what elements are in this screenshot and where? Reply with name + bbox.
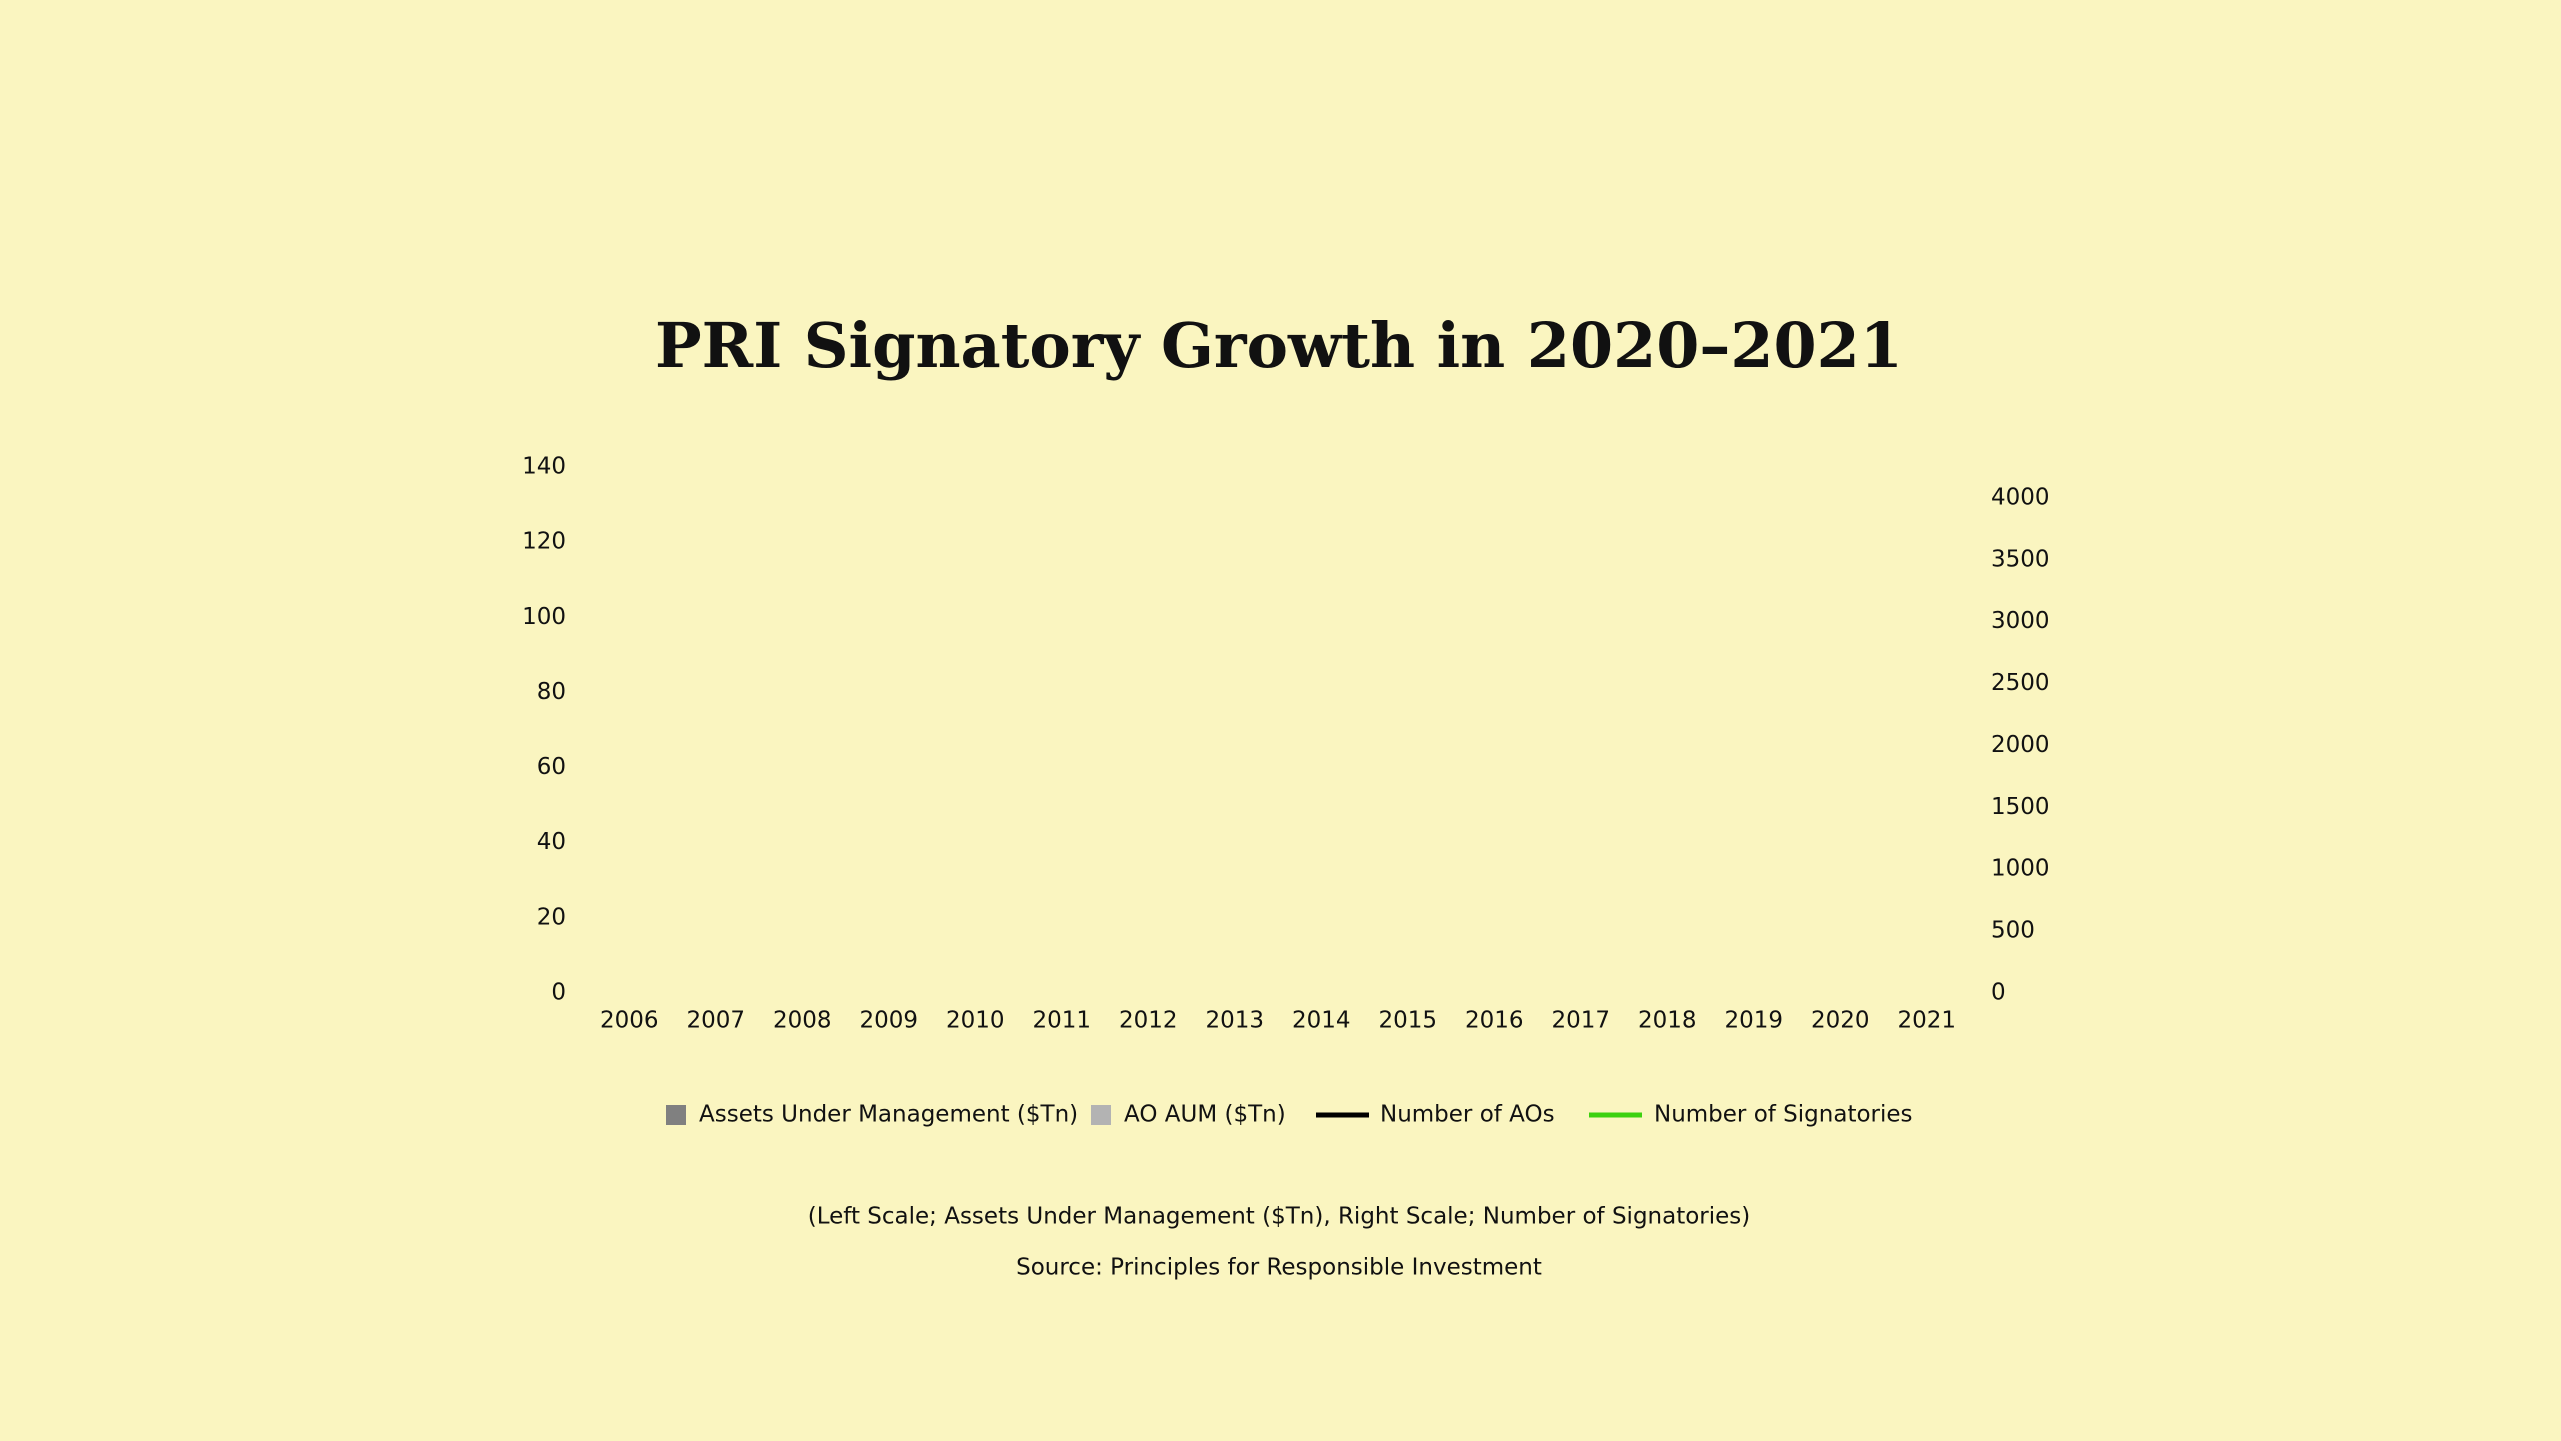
- x-tick-label: 2011: [1032, 1008, 1091, 1034]
- chart-title: PRI Signatory Growth in 2020–2021: [655, 309, 1903, 382]
- legend-label: Assets Under Management ($Tn): [699, 1102, 1078, 1128]
- y2-tick-label: 1000: [1991, 856, 2050, 882]
- y2-tick-label: 2000: [1991, 732, 2050, 758]
- x-tick-label: 2021: [1897, 1008, 1956, 1034]
- y2-tick-label: 4000: [1991, 484, 2050, 510]
- x-tick-label: 2008: [773, 1008, 832, 1034]
- x-tick-label: 2012: [1119, 1008, 1178, 1034]
- y-tick-label: 120: [522, 529, 566, 555]
- x-tick-label: 2006: [600, 1008, 659, 1034]
- legend-swatch: [666, 1105, 686, 1125]
- y-tick-label: 100: [522, 604, 566, 630]
- x-tick-label: 2019: [1724, 1008, 1783, 1034]
- y-tick-label: 60: [537, 754, 566, 780]
- y2-tick-label: 3000: [1991, 608, 2050, 634]
- legend-swatch: [1091, 1105, 1111, 1125]
- source-note: Source: Principles for Responsible Inves…: [1016, 1255, 1542, 1281]
- y2-tick-label: 500: [1991, 918, 2035, 944]
- legend-label: AO AUM ($Tn): [1124, 1102, 1286, 1128]
- x-tick-label: 2013: [1205, 1008, 1264, 1034]
- x-tick-label: 2018: [1638, 1008, 1697, 1034]
- x-tick-label: 2009: [859, 1008, 918, 1034]
- y-tick-label: 20: [537, 904, 566, 930]
- x-tick-label: 2015: [1378, 1008, 1437, 1034]
- y2-tick-label: 1500: [1991, 794, 2050, 820]
- y-tick-label: 40: [537, 829, 566, 855]
- y-tick-label: 0: [551, 980, 566, 1006]
- y2-tick-label: 3500: [1991, 546, 2050, 572]
- y2-tick-label: 0: [1991, 980, 2006, 1006]
- x-tick-label: 2010: [946, 1008, 1005, 1034]
- x-tick-label: 2014: [1292, 1008, 1351, 1034]
- legend-label: Number of AOs: [1380, 1102, 1555, 1128]
- x-tick-label: 2017: [1551, 1008, 1610, 1034]
- y-tick-label: 80: [537, 679, 566, 705]
- scale-note: (Left Scale; Assets Under Management ($T…: [808, 1204, 1751, 1230]
- x-tick-label: 2016: [1465, 1008, 1524, 1034]
- y2-tick-label: 2500: [1991, 670, 2050, 696]
- legend-label: Number of Signatories: [1654, 1102, 1913, 1128]
- x-tick-label: 2020: [1811, 1008, 1870, 1034]
- y-tick-label: 140: [522, 454, 566, 480]
- x-tick-label: 2007: [686, 1008, 745, 1034]
